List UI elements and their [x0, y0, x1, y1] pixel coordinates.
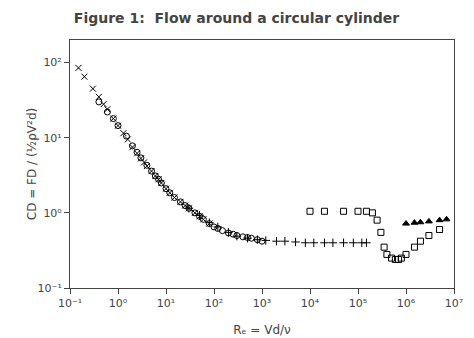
svg-text:10⁻¹: 10⁻¹ — [58, 297, 82, 310]
svg-text:Rₑ = Vd/ν: Rₑ = Vd/ν — [233, 323, 291, 337]
svg-text:10⁻¹: 10⁻¹ — [38, 282, 62, 295]
svg-text:10²: 10² — [205, 297, 223, 310]
svg-text:10⁶: 10⁶ — [397, 297, 416, 310]
svg-text:10³: 10³ — [253, 297, 271, 310]
svg-text:10⁵: 10⁵ — [349, 297, 367, 310]
svg-text:10²: 10² — [43, 56, 61, 69]
svg-text:10⁰: 10⁰ — [43, 207, 62, 220]
svg-text:Figure 1: Flow around a circu: Figure 1: Flow around a circular cylinde… — [74, 10, 399, 26]
svg-text:CD = FD / (½ρV²d): CD = FD / (½ρV²d) — [25, 108, 39, 220]
svg-text:10¹: 10¹ — [43, 132, 61, 145]
svg-text:10⁷: 10⁷ — [445, 297, 463, 310]
svg-text:10⁰: 10⁰ — [109, 297, 128, 310]
svg-text:10¹: 10¹ — [157, 297, 175, 310]
svg-text:10⁴: 10⁴ — [301, 297, 320, 310]
